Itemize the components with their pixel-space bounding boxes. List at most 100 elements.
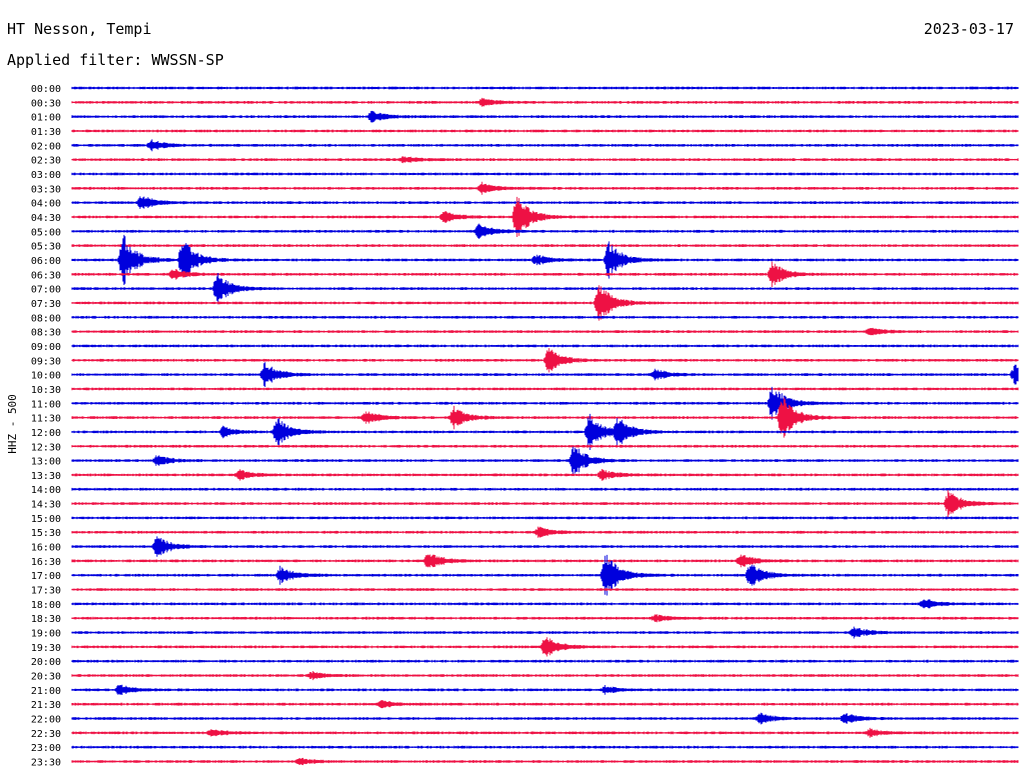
row-label: 14:30 — [31, 500, 61, 511]
y-axis-label: HHZ - 500 — [6, 394, 19, 454]
trace-row — [71, 487, 1019, 491]
row-label: 10:30 — [31, 385, 61, 396]
row-label: 08:30 — [31, 328, 61, 339]
trace-row — [71, 362, 1019, 387]
trace-row — [71, 244, 1019, 247]
row-label: 11:00 — [31, 399, 61, 410]
trace-row — [71, 444, 1019, 448]
trace-row — [71, 196, 1019, 209]
trace-row — [71, 446, 1019, 475]
row-label: 18:30 — [31, 614, 61, 625]
trace-row — [71, 671, 1019, 681]
trace-row — [71, 516, 1019, 520]
row-label: 20:00 — [31, 657, 61, 668]
trace-row — [71, 285, 1019, 321]
trace-row — [71, 387, 1019, 391]
row-label: 06:30 — [31, 270, 61, 281]
row-label: 01:30 — [31, 127, 61, 138]
trace-row — [71, 490, 1019, 517]
trace-row — [71, 196, 1019, 237]
row-label: 05:00 — [31, 227, 61, 238]
trace-row — [71, 469, 1019, 481]
row-label: 21:00 — [31, 686, 61, 697]
row-label: 07:30 — [31, 299, 61, 310]
trace-row — [71, 261, 1019, 287]
trace-row — [71, 727, 1019, 738]
trace-row — [71, 129, 1019, 133]
row-label: 14:00 — [31, 485, 61, 496]
row-label: 20:30 — [31, 672, 61, 683]
row-label: 09:30 — [31, 356, 61, 367]
trace-row — [71, 273, 1019, 305]
row-label: 15:00 — [31, 514, 61, 525]
row-label: 22:00 — [31, 715, 61, 726]
trace-row — [71, 344, 1019, 348]
trace-row — [71, 348, 1019, 373]
trace-row — [71, 554, 1019, 568]
row-label: 13:30 — [31, 471, 61, 482]
row-label: 12:30 — [31, 442, 61, 453]
row-label: 09:00 — [31, 342, 61, 353]
trace-row — [71, 637, 1019, 657]
row-label: 15:30 — [31, 528, 61, 539]
trace-row — [71, 599, 1019, 609]
traces-group — [71, 86, 1019, 766]
trace-row — [71, 139, 1019, 152]
row-label: 05:30 — [31, 242, 61, 253]
trace-row — [71, 327, 1019, 336]
trace-row — [71, 97, 1019, 107]
filter-label: Applied filter: WWSSN-SP — [7, 51, 224, 69]
row-label: 16:00 — [31, 543, 61, 554]
row-label: 00:00 — [31, 84, 61, 95]
trace-row — [71, 413, 1019, 450]
trace-row — [71, 110, 1019, 123]
row-label: 06:00 — [31, 256, 61, 267]
row-label: 04:00 — [31, 199, 61, 210]
trace-row — [71, 397, 1019, 438]
row-label: 07:00 — [31, 285, 61, 296]
trace-row — [71, 684, 1019, 695]
row-label: 01:00 — [31, 113, 61, 124]
row-label: 03:00 — [31, 170, 61, 181]
row-label: 00:30 — [31, 98, 61, 109]
trace-row — [71, 172, 1019, 176]
row-labels-group: 00:00 00:30 01:00 01:30 02:00 02:30 03:00 03:30… — [31, 84, 61, 769]
row-label: 17:00 — [31, 571, 61, 582]
trace-row — [71, 536, 1019, 557]
trace-row — [71, 659, 1019, 663]
trace-row — [71, 526, 1019, 538]
row-label: 21:30 — [31, 700, 61, 711]
row-label: 18:00 — [31, 600, 61, 611]
row-label: 13:00 — [31, 457, 61, 468]
trace-row — [71, 223, 1019, 239]
row-label: 02:00 — [31, 141, 61, 152]
trace-row — [71, 757, 1019, 766]
trace-row — [71, 588, 1019, 591]
trace-row — [71, 626, 1019, 639]
row-label: 02:30 — [31, 156, 61, 167]
trace-row — [71, 156, 1019, 164]
trace-row — [71, 386, 1019, 420]
trace-row — [71, 86, 1019, 90]
row-label: 17:30 — [31, 586, 61, 597]
row-label: 11:30 — [31, 414, 61, 425]
station-title: HT Nesson, Tempi — [7, 20, 152, 38]
trace-row — [71, 614, 1019, 623]
date-label: 2023-03-17 — [923, 20, 1014, 38]
row-label: 19:00 — [31, 629, 61, 640]
trace-row — [71, 712, 1019, 725]
row-label: 04:30 — [31, 213, 61, 224]
trace-row — [71, 234, 1019, 285]
row-label: 10:00 — [31, 371, 61, 382]
trace-row — [71, 181, 1019, 195]
trace-row — [71, 554, 1019, 596]
trace-row — [71, 315, 1019, 319]
row-label: 22:30 — [31, 729, 61, 740]
row-label: 23:30 — [31, 758, 61, 769]
trace-row — [71, 700, 1019, 709]
row-label: 23:00 — [31, 743, 61, 754]
trace-row — [71, 745, 1019, 749]
row-label: 16:30 — [31, 557, 61, 568]
row-label: 03:30 — [31, 184, 61, 195]
